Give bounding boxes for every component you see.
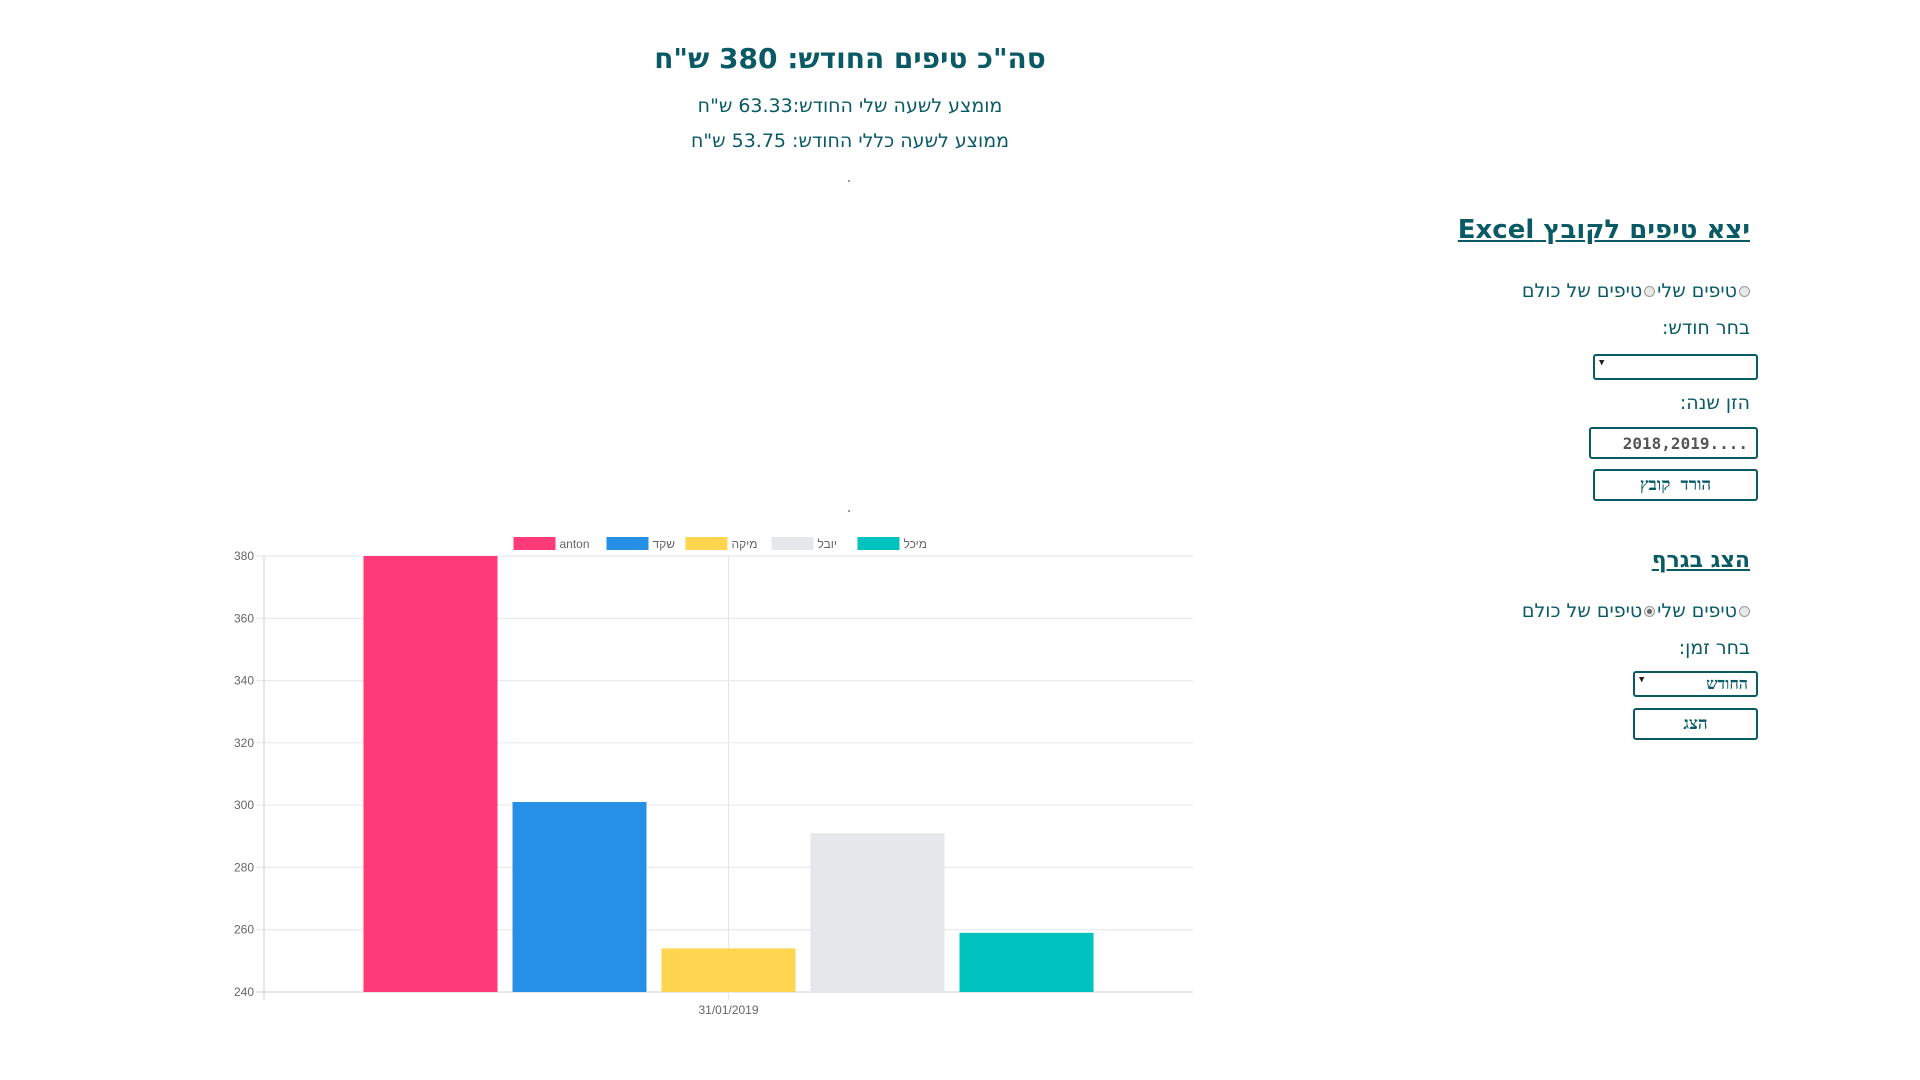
bar-מיקה <box>661 948 796 992</box>
bar-שקד <box>512 802 647 992</box>
graph-radio-mine-label: טיפים שלי <box>1657 600 1737 622</box>
legend-label: יובל <box>818 537 838 551</box>
y-tick-label: 320 <box>234 736 254 750</box>
time-select-value: החודש <box>1706 674 1748 693</box>
graph-radio-mine[interactable] <box>1739 605 1750 617</box>
export-panel: יצא טיפים לקובץ Excel <box>1390 215 1750 245</box>
y-tick-label: 260 <box>234 923 254 937</box>
legend-label: מיקה <box>732 537 758 551</box>
month-select[interactable]: ▼ <box>1593 354 1758 380</box>
year-label: הזן שנה: <box>1679 392 1750 414</box>
graph-radio-all[interactable] <box>1644 605 1656 617</box>
download-file-button[interactable]: הורד קובץ <box>1593 469 1758 501</box>
time-select[interactable]: החודש ▼ <box>1633 671 1758 697</box>
legend-swatch <box>685 537 728 550</box>
month-label: בחר חודש: <box>1662 317 1750 339</box>
y-tick-label: 340 <box>234 674 254 688</box>
y-tick-label: 380 <box>234 549 254 563</box>
y-tick-label: 240 <box>234 985 254 999</box>
year-input[interactable]: 2018,2019.... <box>1589 427 1758 459</box>
export-radio-all-label: טיפים של כולם <box>1521 280 1643 302</box>
export-radio-all[interactable] <box>1644 285 1656 297</box>
graph-title[interactable]: הצג בגרף <box>1651 548 1750 573</box>
export-title[interactable]: יצא טיפים לקובץ Excel <box>1457 215 1750 245</box>
show-graph-button[interactable]: הצג <box>1633 708 1758 740</box>
y-tick-label: 360 <box>234 611 254 625</box>
legend-swatch <box>771 537 814 550</box>
legend-label: מיכל <box>904 537 928 551</box>
legend-swatch <box>606 537 649 550</box>
chevron-down-icon: ▼ <box>1599 358 1605 368</box>
divider-dot <box>848 510 850 512</box>
chevron-down-icon: ▼ <box>1639 675 1645 685</box>
bar-anton <box>363 556 498 992</box>
overall-hourly-average: ממוצע לשעה כללי החודש: 53.75 ש"ח <box>690 130 1010 152</box>
x-tick-label: 31/01/2019 <box>698 1003 758 1017</box>
legend-label: שקד <box>653 537 676 551</box>
bar-יובל <box>810 833 945 992</box>
legend-swatch <box>513 537 556 550</box>
legend-swatch <box>857 537 900 550</box>
y-tick-label: 300 <box>234 798 254 812</box>
graph-radio-all-label: טיפים של כולם <box>1521 600 1643 622</box>
page-title: סה"כ טיפים החודש: 380 ש"ח <box>654 42 1046 75</box>
year-input-placeholder: 2018,2019.... <box>1622 433 1748 453</box>
my-hourly-average: מומצע לשעה שלי החודש:63.33 ש"ח <box>697 95 1003 117</box>
divider-dot <box>848 180 850 182</box>
legend-label: anton <box>560 537 590 551</box>
y-tick-label: 280 <box>234 860 254 874</box>
export-radio-group: טיפים שלי טיפים של כולם <box>1390 280 1750 302</box>
export-radio-mine-label: טיפים שלי <box>1657 280 1737 302</box>
export-radio-mine[interactable] <box>1739 285 1750 297</box>
time-label: בחר זמן: <box>1678 637 1750 659</box>
bar-מיכל <box>959 932 1094 992</box>
